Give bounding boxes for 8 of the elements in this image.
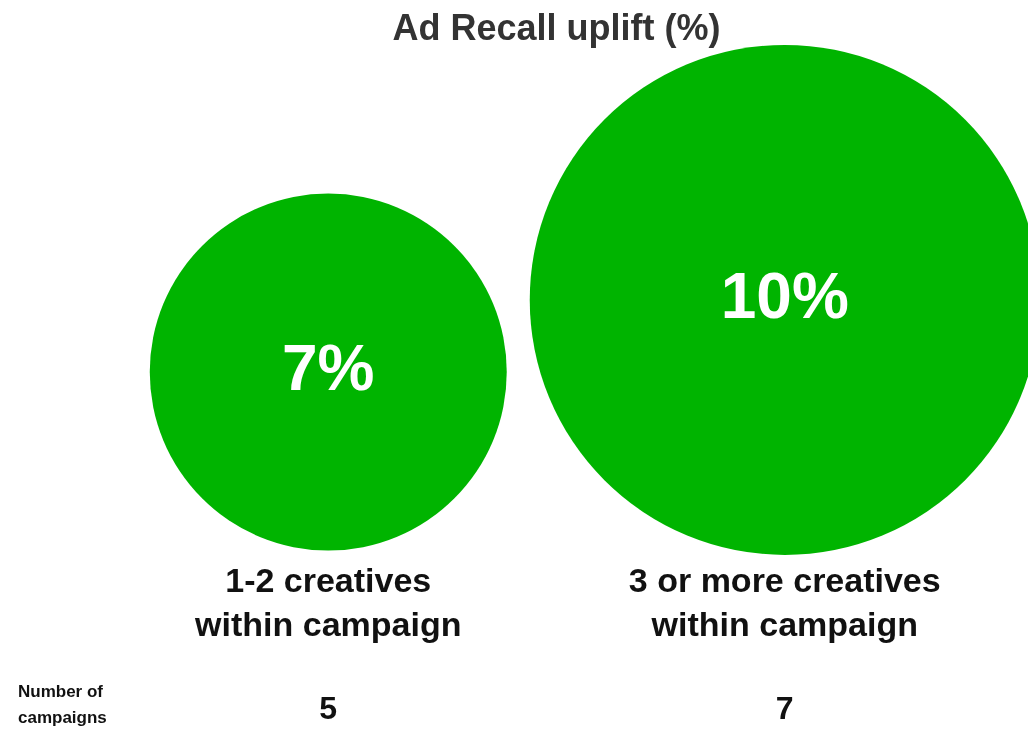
text: Number of campaigns	[18, 681, 107, 727]
text: 7	[775, 689, 794, 726]
data-label: 10%	[720, 259, 849, 332]
data-label: 7%	[282, 331, 375, 404]
chart-title: Ad Recall uplift (%)	[392, 6, 721, 48]
text: 5	[319, 689, 338, 726]
x-tick-label: 1-2 creatives within campaign	[194, 561, 462, 644]
x-tick-label: 3 or more creatives within campaign	[628, 561, 941, 644]
